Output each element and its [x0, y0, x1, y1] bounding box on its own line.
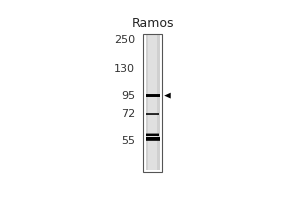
- Bar: [146, 137, 160, 140]
- Bar: [146, 137, 160, 141]
- Bar: [146, 94, 160, 97]
- Bar: [146, 134, 159, 135]
- Bar: [148, 35, 157, 170]
- Bar: [146, 137, 160, 140]
- Bar: [146, 138, 160, 139]
- Text: 130: 130: [114, 64, 135, 74]
- Bar: [146, 113, 159, 115]
- Bar: [146, 95, 160, 96]
- Text: 95: 95: [121, 91, 135, 101]
- Bar: [146, 137, 160, 140]
- Bar: [146, 95, 160, 96]
- Bar: [146, 113, 159, 115]
- Bar: [146, 113, 159, 115]
- Bar: [146, 94, 160, 97]
- Bar: [146, 134, 159, 136]
- Bar: [146, 134, 159, 136]
- Bar: [146, 95, 160, 96]
- Bar: [146, 35, 160, 170]
- Bar: [143, 34, 162, 172]
- Bar: [146, 134, 159, 135]
- Bar: [146, 134, 159, 136]
- Bar: [146, 94, 160, 97]
- Text: 55: 55: [121, 136, 135, 146]
- Bar: [146, 138, 160, 140]
- Bar: [146, 137, 160, 140]
- Bar: [146, 134, 159, 136]
- Polygon shape: [164, 93, 171, 99]
- Bar: [146, 114, 159, 115]
- Bar: [146, 114, 159, 115]
- Bar: [146, 133, 159, 136]
- Bar: [146, 95, 160, 96]
- Bar: [146, 134, 159, 136]
- Bar: [146, 114, 159, 115]
- Bar: [146, 94, 160, 97]
- Bar: [146, 138, 160, 140]
- Bar: [146, 134, 159, 136]
- Bar: [146, 95, 160, 96]
- Bar: [146, 94, 160, 97]
- Bar: [146, 134, 159, 136]
- Text: 72: 72: [121, 109, 135, 119]
- Bar: [146, 138, 160, 139]
- Bar: [146, 113, 159, 115]
- Bar: [146, 113, 159, 115]
- Bar: [146, 94, 160, 97]
- Bar: [146, 95, 160, 96]
- Bar: [146, 113, 159, 115]
- Bar: [146, 134, 159, 136]
- Bar: [146, 134, 159, 135]
- Bar: [146, 138, 160, 140]
- Bar: [146, 95, 160, 97]
- Bar: [146, 95, 160, 97]
- Bar: [146, 114, 159, 115]
- Bar: [146, 137, 160, 141]
- Bar: [146, 134, 159, 136]
- Bar: [146, 138, 160, 139]
- Bar: [146, 95, 160, 96]
- Bar: [146, 138, 160, 140]
- Bar: [146, 94, 160, 97]
- Bar: [146, 137, 160, 140]
- Bar: [146, 138, 160, 139]
- Bar: [146, 113, 159, 115]
- Bar: [146, 134, 159, 136]
- Text: Ramos: Ramos: [131, 17, 174, 30]
- Text: 250: 250: [114, 35, 135, 45]
- Bar: [146, 95, 160, 96]
- Bar: [146, 134, 159, 136]
- Bar: [146, 95, 160, 96]
- Bar: [146, 113, 159, 115]
- Bar: [146, 138, 160, 139]
- Bar: [146, 138, 160, 140]
- Bar: [146, 95, 160, 97]
- Bar: [146, 137, 160, 140]
